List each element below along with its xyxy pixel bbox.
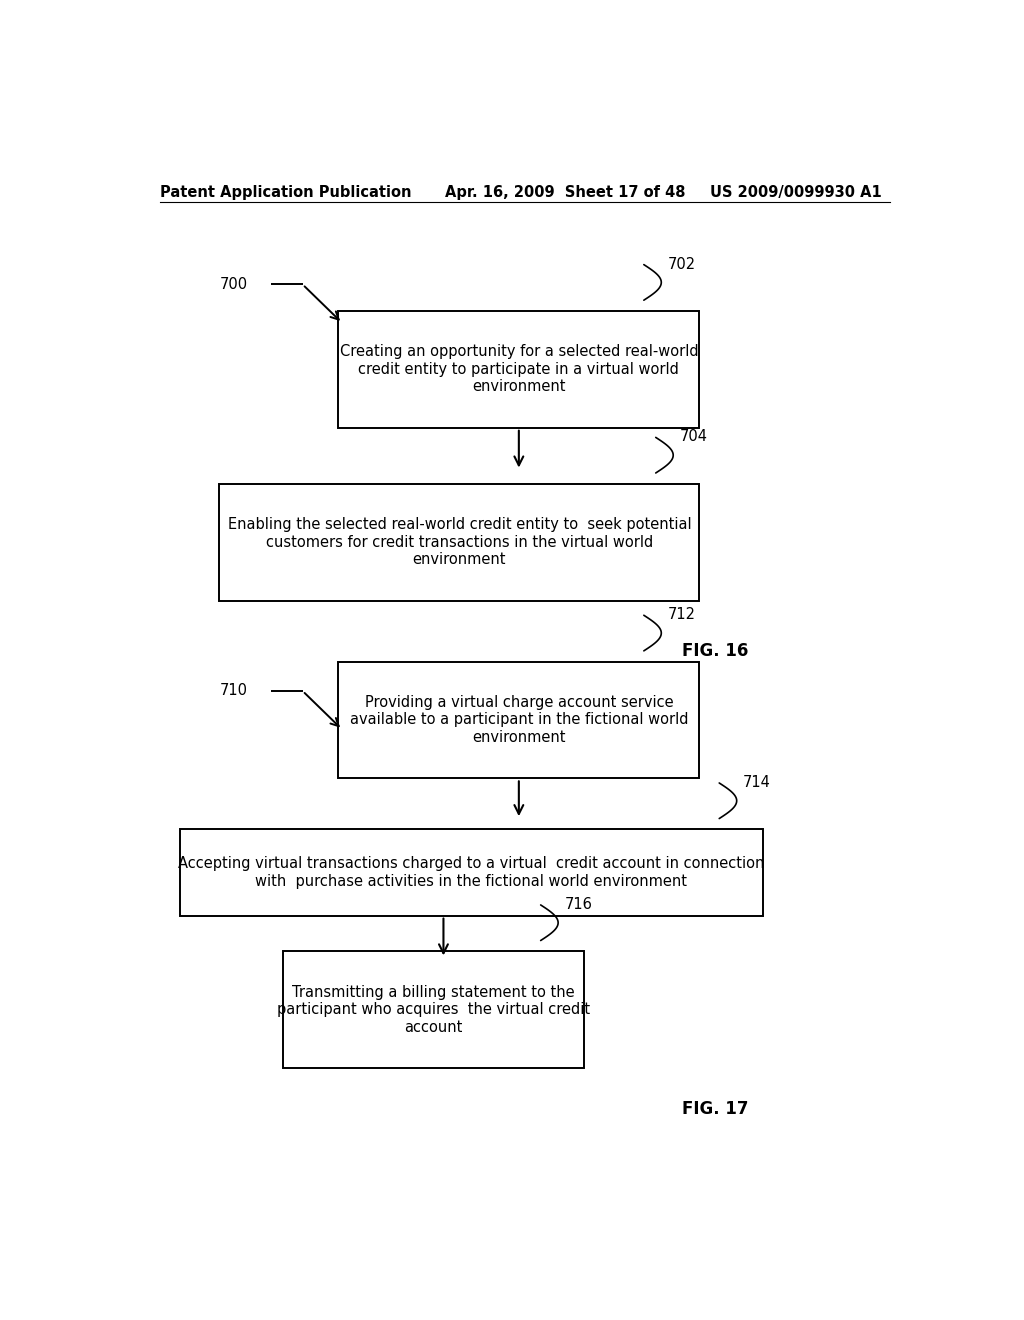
Text: US 2009/0099930 A1: US 2009/0099930 A1 — [711, 185, 882, 201]
Text: 702: 702 — [668, 256, 695, 272]
Text: Creating an opportunity for a selected real-world
credit entity to participate i: Creating an opportunity for a selected r… — [340, 345, 698, 395]
Text: 716: 716 — [564, 896, 592, 912]
Text: 710: 710 — [219, 684, 247, 698]
Text: Transmitting a billing statement to the
participant who acquires  the virtual cr: Transmitting a billing statement to the … — [276, 985, 590, 1035]
Bar — [179, 829, 763, 916]
Bar — [338, 312, 699, 428]
Bar — [338, 661, 699, 779]
Text: 712: 712 — [668, 607, 695, 622]
Text: 714: 714 — [743, 775, 771, 789]
Text: 704: 704 — [680, 429, 708, 445]
Bar — [219, 483, 699, 601]
Text: Patent Application Publication: Patent Application Publication — [160, 185, 412, 201]
Bar — [283, 952, 585, 1068]
Text: Apr. 16, 2009  Sheet 17 of 48: Apr. 16, 2009 Sheet 17 of 48 — [445, 185, 686, 201]
Text: Enabling the selected real-world credit entity to  seek potential
customers for : Enabling the selected real-world credit … — [227, 517, 691, 568]
Text: Providing a virtual charge account service
available to a participant in the fic: Providing a virtual charge account servi… — [349, 696, 688, 744]
Text: Accepting virtual transactions charged to a virtual  credit account in connectio: Accepting virtual transactions charged t… — [178, 857, 765, 888]
Text: 700: 700 — [219, 277, 248, 292]
Text: FIG. 17: FIG. 17 — [682, 1100, 749, 1118]
Text: FIG. 16: FIG. 16 — [682, 643, 749, 660]
